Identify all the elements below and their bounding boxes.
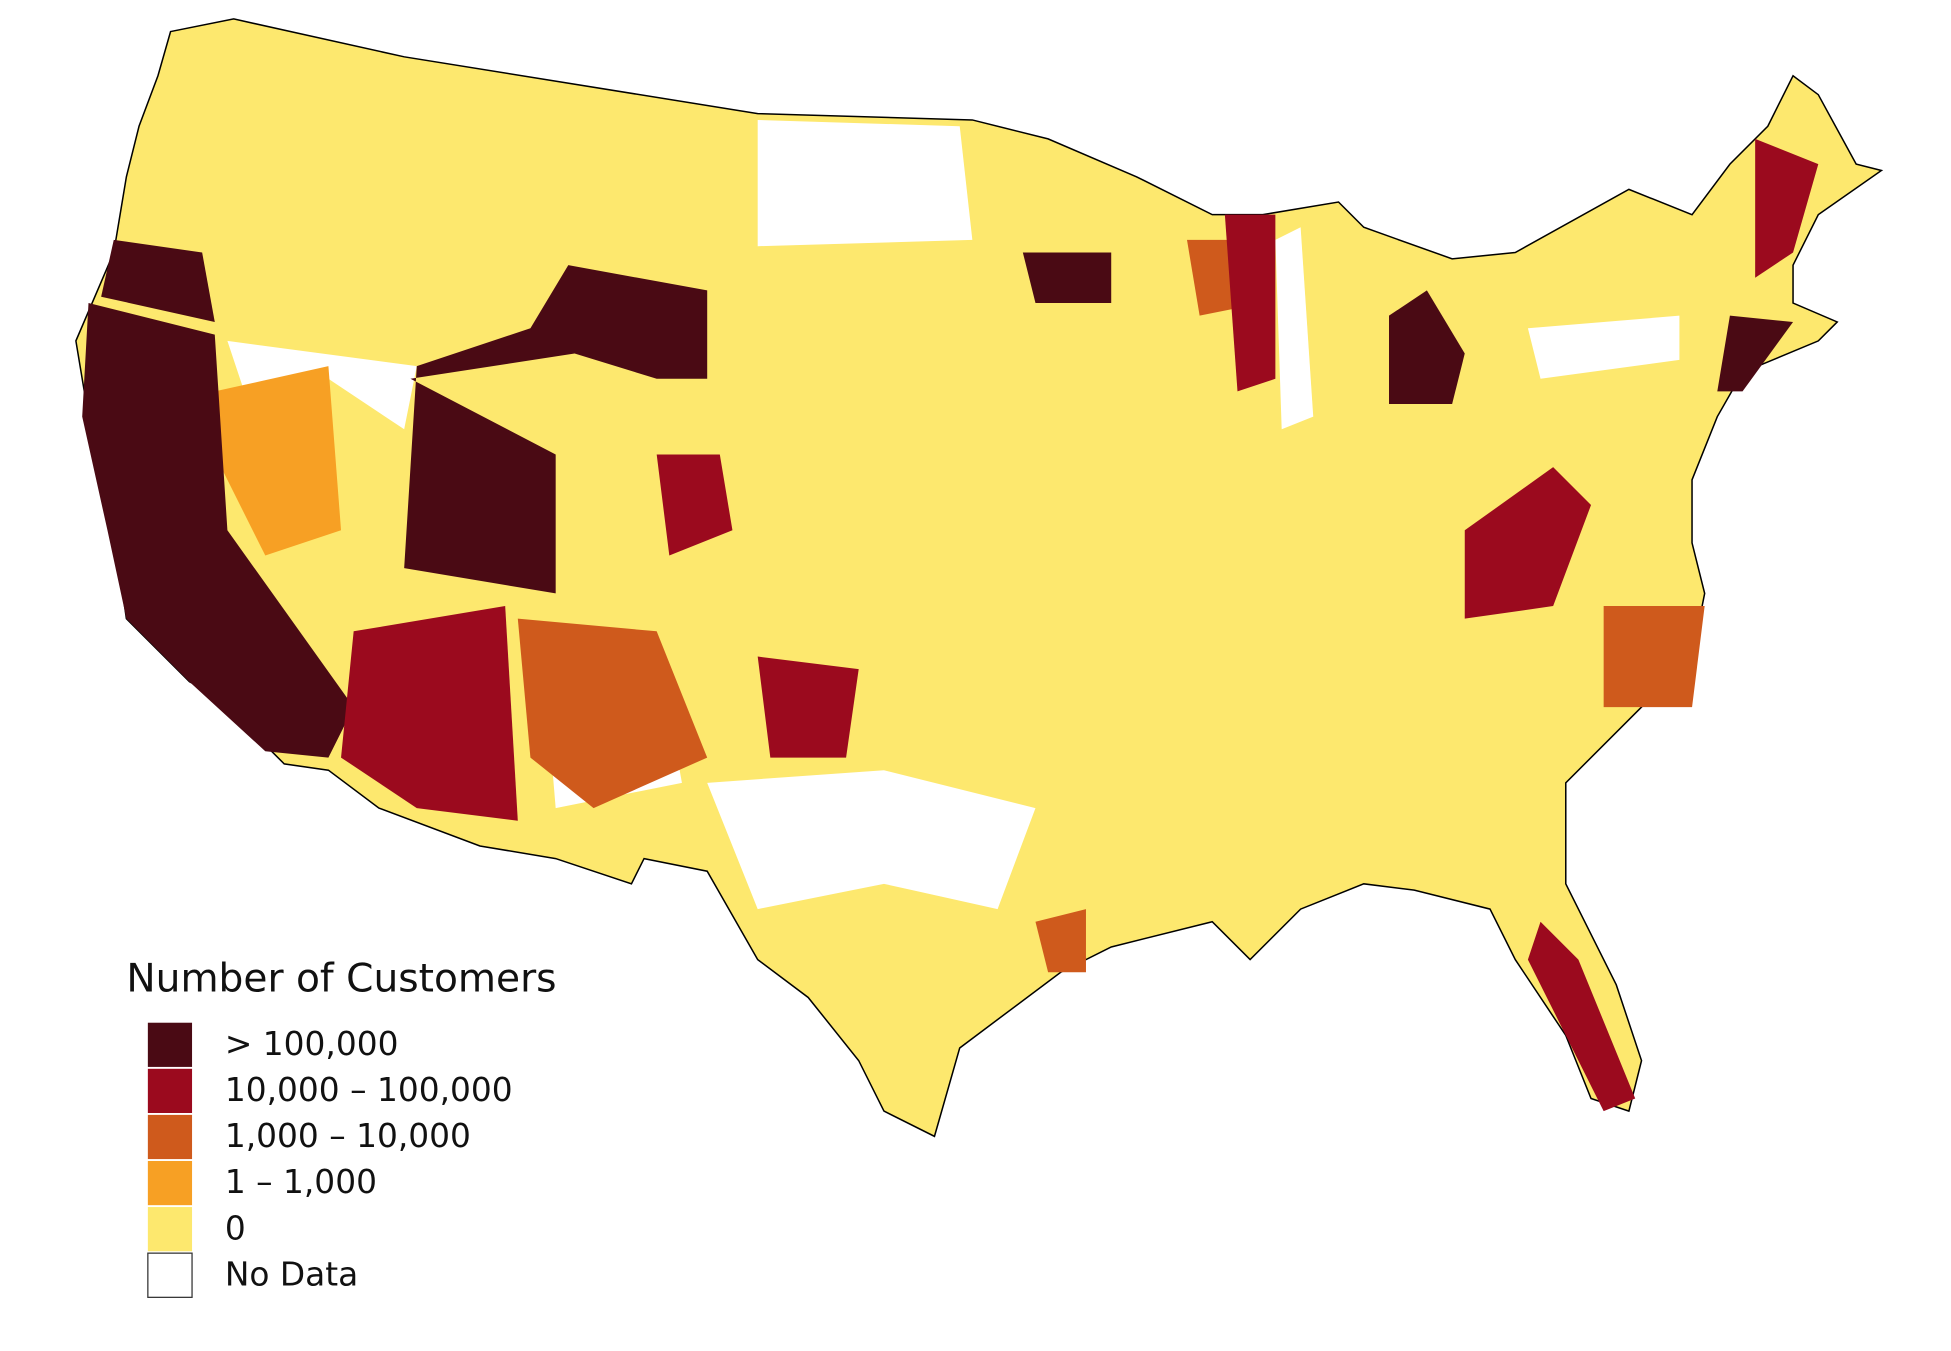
legend-swatch	[147, 1252, 193, 1298]
region	[1527, 315, 1680, 379]
region	[707, 770, 1036, 910]
legend-label: 10,000 – 100,000	[225, 1071, 513, 1109]
legend-swatch	[147, 1160, 193, 1206]
region	[1275, 227, 1314, 430]
regions	[82, 119, 1819, 1112]
legend-swatch	[147, 1068, 193, 1113]
region	[1035, 909, 1086, 973]
us-map	[75, 18, 1884, 1138]
region	[1224, 214, 1276, 392]
region	[1603, 606, 1705, 708]
region	[757, 119, 973, 247]
legend-label: 0	[225, 1209, 246, 1247]
region	[1022, 252, 1112, 304]
legend-title: Number of Customers	[126, 957, 556, 1002]
legend-swatch	[147, 1207, 193, 1252]
region	[656, 454, 733, 556]
legend-swatch	[147, 1114, 193, 1160]
region	[1389, 290, 1465, 405]
legend-swatch	[147, 1022, 193, 1067]
legend-label: > 100,000	[225, 1025, 399, 1063]
region	[1464, 467, 1592, 619]
region	[404, 265, 708, 594]
region	[214, 366, 342, 556]
region	[517, 618, 708, 809]
region	[101, 239, 215, 322]
legend-label: 1,000 – 10,000	[225, 1117, 471, 1155]
region	[1527, 921, 1636, 1112]
region	[341, 606, 518, 821]
region	[1717, 315, 1794, 392]
region	[82, 303, 354, 758]
legend-label: 1 – 1,000	[225, 1163, 377, 1201]
region	[757, 656, 859, 758]
region	[1755, 138, 1819, 278]
region	[227, 340, 417, 430]
legend-label: No Data	[225, 1255, 358, 1293]
legend: Number of Customers > 100,000 10,000 – 10…	[126, 957, 557, 1298]
